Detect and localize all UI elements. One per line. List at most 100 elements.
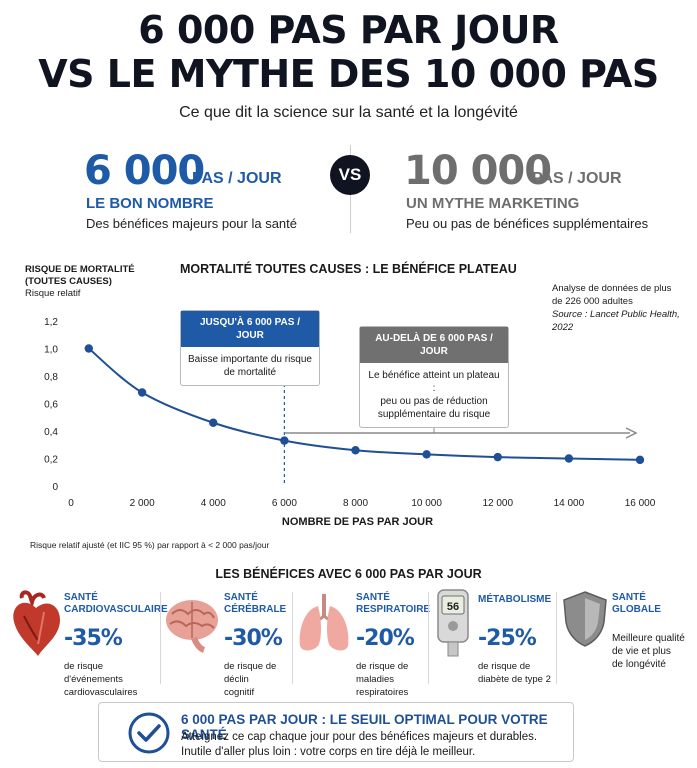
y-tick-label: 0,6 [44,400,58,411]
data-point [493,452,502,462]
callout-right-body-3: supplémentaire du risque [377,409,491,420]
benefit-metabolism-desc: de risque de diabète de type 2 [478,660,551,686]
benefit-global-desc-3: de longévité [612,659,666,670]
callout-beyond-6000: AU-DELÀ DE 6 000 PAS / JOUR Le bénéfice … [359,326,509,428]
benefit-metabolism: 56 MÉTABOLISME -25% de risque de diabète… [434,588,558,693]
benefit-respiratory-desc-2: respiratoires [356,687,409,698]
benefit-separator [292,592,293,684]
source-line-3: Source : Lancet Public Health, [552,309,680,320]
data-point [280,436,289,445]
title-line-1: 6 000 PAS PAR JOUR [138,8,559,52]
checkmark-icon [128,712,170,754]
data-point [564,454,574,463]
chart-source: Analyse de données de plus de 226 000 ad… [552,282,680,334]
benefit-respiratory-title: SANTÉ RESPIRATOIRE [356,592,430,616]
y-tick-label: 1,2 [44,317,58,328]
data-point [635,455,645,465]
benefit-cardio: SANTÉ CARDIOVASCULAIRE -35% de risque d'… [10,588,168,698]
chart-footnote: Risque relatif ajusté (et IIC 95 %) par … [30,540,270,550]
benefit-respiratory: SANTÉ RESPIRATOIRE -20% de risque de mal… [296,588,430,698]
benefit-brain-percent: -30% [224,626,283,651]
callout-right-head: AU-DELÀ DE 6 000 PAS / JOUR [360,327,508,363]
plateau-arrow-head [625,427,638,439]
benefit-respiratory-desc: de risque de maladies respiratoires [356,660,428,699]
data-point [137,388,147,397]
left-unit: PAS / JOUR [192,170,282,187]
benefit-brain-title: SANTÉ CÉRÉBRALE [224,592,286,616]
benefit-metabolism-desc-2: diabète de type 2 [478,674,551,685]
y-tick-label: 0,2 [44,455,58,466]
x-tick-label: 0 [68,498,74,509]
benefit-brain-title-1: SANTÉ [224,592,258,603]
x-tick-label: 10 000 [411,498,442,509]
title-line-2: VS LE MYTHE DES 10 000 PAS [38,52,659,96]
benefit-metabolism-percent: -25% [478,626,537,651]
data-point [422,450,431,459]
data-point [209,418,218,427]
benefit-respiratory-percent: -20% [356,626,415,651]
x-tick-label: 14 000 [554,498,585,509]
left-label: LE BON NOMBRE [86,195,214,212]
x-tick-label: 12 000 [482,498,513,509]
conclusion-title: 6 000 PAS PAR JOUR : LE SEUIL OPTIMAL PO… [181,712,548,742]
source-line-2: de 226 000 adultes [552,296,633,307]
brain-icon [166,600,218,653]
callout-left-body-2: de mortalité [223,367,277,378]
benefit-cardio-desc-2: cardiovasculaires [64,687,138,698]
benefit-global-desc-2: de vie et plus [612,646,671,657]
benefit-cardio-desc: de risque d'événements cardiovasculaires [64,660,160,699]
conclusion-line-2: Inutile d'aller plus loin : votre corps … [181,746,476,758]
benefit-global: SANTÉ GLOBALE Meilleure qualité de vie e… [560,588,690,693]
benefit-respiratory-title-2: RESPIRATOIRE [356,604,431,615]
benefit-cardio-percent: -35% [64,626,123,651]
data-point [351,446,360,455]
callout-left-body-1: Baisse importante du risque [188,354,312,365]
glucometer-icon: 56 [437,589,469,657]
benefit-cardio-title: SANTÉ CARDIOVASCULAIRE [64,592,168,616]
mortality-chart: 0 0,2 0,4 0,6 0,8 1,0 1,2 0 2 000 4 000 6 000 8 000… [44,317,656,509]
lungs-icon [299,594,349,651]
benefit-respiratory-desc-1: de risque de maladies [356,661,409,685]
callout-left-head: JUSQU'À 6 000 PAS / JOUR [181,311,319,347]
benefit-brain: SANTÉ CÉRÉBRALE -30% de risque de déclin… [164,588,292,698]
y-tick-label: 0,8 [44,372,58,383]
benefit-brain-desc: de risque de déclin cognitif [224,660,292,699]
benefit-global-desc: Meilleure qualité de vie et plus de long… [612,632,685,671]
ylabel-line-2: (TOUTES CAUSES) [25,276,112,287]
y-tick-label: 0 [52,482,58,493]
benefit-cardio-title-1: SANTÉ [64,592,98,603]
callout-up-to-6000: JUSQU'À 6 000 PAS / JOUR Baisse importan… [180,310,320,386]
chart-title: MORTALITÉ TOUTES CAUSES : LE BÉNÉFICE PL… [180,262,517,276]
right-label: UN MYTHE MARKETING [406,195,580,212]
right-number: 10 000 [404,148,552,194]
x-tick-label: 8 000 [343,498,368,509]
x-tick-label: 4 000 [201,498,226,509]
x-tick-label: 6 000 [272,498,297,509]
benefit-global-title-1: SANTÉ [612,592,646,603]
conclusion-box: 6 000 PAS PAR JOUR : LE SEUIL OPTIMAL PO… [98,702,574,762]
benefit-separator [428,592,429,684]
benefit-global-title: SANTÉ GLOBALE [612,592,661,616]
benefit-separator [556,592,557,684]
benefit-brain-desc-1: de risque de déclin [224,661,277,685]
x-tick-label: 16 000 [625,498,656,509]
y-tick-label: 0,4 [44,427,58,438]
data-point [84,344,93,353]
benefit-cardio-desc-1: de risque d'événements [64,661,123,685]
left-number: 6 000 [84,148,205,194]
chart-xlabel: NOMBRE DE PAS PAR JOUR [281,516,434,528]
callout-right-body-1: Le bénéfice atteint un plateau : [368,370,500,394]
source-line-1: Analyse de données de plus [552,283,672,294]
glucometer-reading: 56 [447,601,459,613]
source-line-4: 2022 [552,322,574,333]
x-tick-label: 2 000 [130,498,155,509]
benefit-metabolism-title: MÉTABOLISME [478,594,552,605]
heart-icon [13,590,60,656]
y-tick-label: 1,0 [44,345,58,356]
left-desc: Des bénéfices majeurs pour la santé [86,216,298,231]
chart-ylabel: RISQUE DE MORTALITÉ (TOUTES CAUSES) Risq… [25,264,135,300]
ylabel-line-1: RISQUE DE MORTALITÉ [25,264,135,275]
callout-right-body-2: peu ou pas de réduction [380,396,488,407]
subtitle: Ce que dit la science sur la santé et la… [179,104,518,121]
benefits-title: LES BÉNÉFICES AVEC 6 000 PAS PAR JOUR [215,567,482,581]
